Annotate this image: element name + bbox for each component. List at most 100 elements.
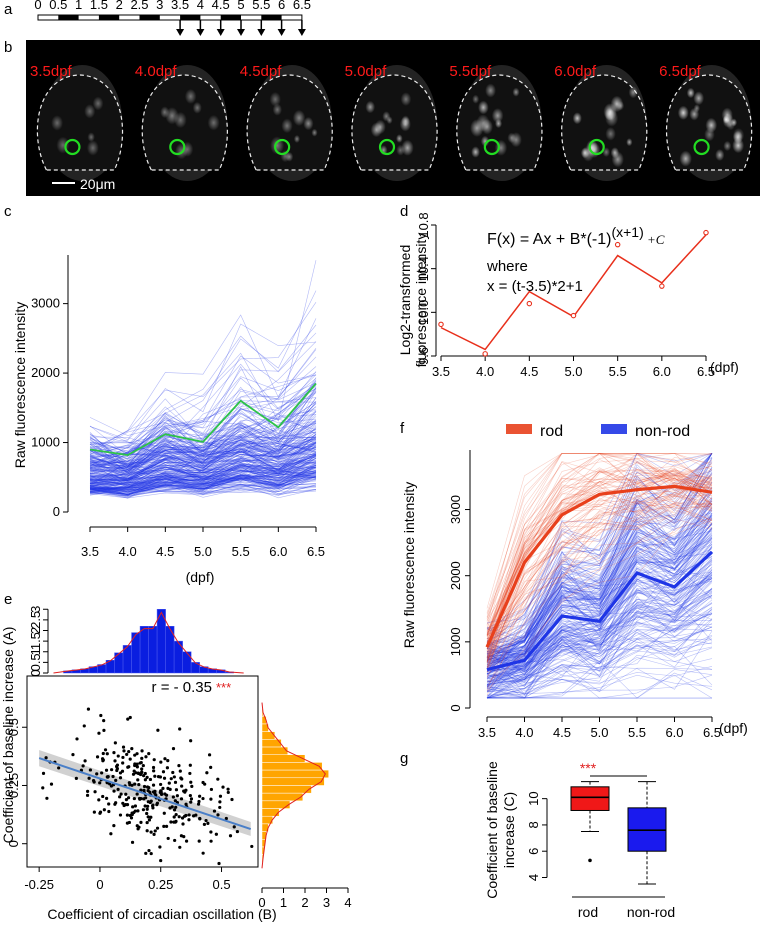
tracked-cell-circle [588, 138, 605, 156]
cell-trace [89, 439, 317, 480]
chart-e-point [125, 813, 130, 817]
rod-trace [486, 452, 713, 617]
cell-trace [89, 458, 317, 478]
chart-g-y-tick-label: 4 [526, 874, 541, 881]
chart-c-cell-traces [89, 260, 317, 499]
chart-e-point [145, 775, 149, 780]
rod-trace [486, 469, 713, 662]
nonrod-trace [486, 541, 713, 687]
chart-e-point [105, 752, 109, 756]
nonrod-trace [486, 453, 713, 641]
chart-e-point [109, 832, 113, 836]
cell-trace [89, 453, 317, 472]
chart-e-point [86, 789, 90, 793]
nonrod-trace [486, 561, 713, 665]
chart-e-point [174, 788, 179, 792]
cell-trace [89, 479, 317, 491]
cell-trace [89, 454, 317, 472]
fluorescent-cell [723, 140, 732, 152]
cell-trace [89, 363, 317, 448]
chart-f-x-tick-label: 6.0 [665, 725, 683, 740]
chart-e-point [146, 804, 150, 808]
nonrod-trace [486, 558, 713, 675]
cell-trace [89, 403, 317, 465]
chart-e-point [174, 812, 178, 817]
cell-trace [89, 453, 317, 497]
rod-trace [486, 470, 713, 634]
cell-trace [89, 383, 317, 480]
cell-trace [89, 426, 317, 463]
cell-trace [89, 458, 317, 481]
rod-trace [486, 474, 713, 649]
cell-trace [89, 439, 317, 477]
nonrod-trace [486, 453, 713, 658]
chart-e-point [85, 793, 90, 797]
correlation-annotation: r = - 0.35 [152, 679, 212, 696]
chart-c-x-tick-label: 5.0 [194, 544, 212, 559]
nonrod-trace [486, 471, 713, 654]
nonrod-trace [486, 574, 713, 669]
nonrod-trace [486, 527, 713, 669]
rod-trace [486, 452, 713, 640]
cell-trace [89, 441, 317, 480]
chart-e-point [138, 761, 142, 765]
chart-e-point [136, 778, 140, 782]
cell-trace [89, 421, 317, 484]
nonrod-trace [486, 457, 713, 652]
fluorescent-cell [610, 147, 620, 159]
rod-trace [486, 462, 713, 643]
chart-f-x-tick-label: 3.5 [478, 725, 496, 740]
chart-e-point [143, 804, 147, 808]
cell-trace [89, 478, 317, 492]
chart-e-point [171, 747, 176, 751]
nonrod-trace [486, 528, 713, 687]
nonrod-trace [486, 545, 713, 671]
cell-trace [89, 438, 317, 467]
fluorescent-cell [285, 151, 294, 162]
nonrod-trace [486, 527, 713, 667]
formula-where: where [486, 258, 528, 275]
top-hist-tick-label: 2 [28, 627, 43, 634]
chart-d-ylabel-1: Log2-transformed [397, 245, 413, 356]
cell-trace [89, 433, 317, 467]
nonrod-trace [486, 462, 713, 643]
fluorescent-cell [617, 101, 625, 111]
cell-trace [89, 381, 317, 472]
cell-trace [89, 444, 317, 481]
nonrod-trace [486, 531, 713, 662]
chart-e-point [198, 817, 202, 821]
nonrod-trace [486, 666, 713, 696]
nonrod-trace [486, 543, 713, 662]
cell-trace [89, 453, 317, 492]
chart-e-point [182, 835, 186, 839]
cell-trace [89, 475, 317, 492]
chart-e-point [232, 825, 236, 829]
cell-trace [89, 372, 317, 436]
cell-trace [89, 462, 317, 488]
rod-trace [486, 470, 713, 647]
chart-e-point [136, 771, 141, 776]
chart-e-point [140, 767, 144, 771]
rod-trace [486, 453, 713, 628]
chart-e-point [127, 765, 131, 769]
nonrod-trace [486, 638, 713, 692]
fluorescent-cell [160, 106, 170, 119]
cell-trace [89, 438, 317, 471]
nonrod-trace [486, 582, 713, 672]
cell-trace [89, 433, 317, 479]
chart-d-observed-point [526, 300, 533, 307]
chart-e-point [132, 796, 136, 801]
chart-e-point [162, 824, 166, 828]
right-hist-density [261, 702, 326, 869]
cell-trace [89, 456, 317, 492]
fluorescent-cell [715, 149, 725, 162]
chart-e-point [181, 822, 185, 826]
cell-trace [89, 470, 317, 493]
chart-e-point [177, 764, 181, 768]
chart-e-point [107, 802, 111, 806]
timeline-arrowhead [277, 29, 286, 36]
nonrod-trace [486, 503, 713, 660]
cell-trace [89, 451, 317, 488]
chart-e-point [178, 727, 182, 731]
